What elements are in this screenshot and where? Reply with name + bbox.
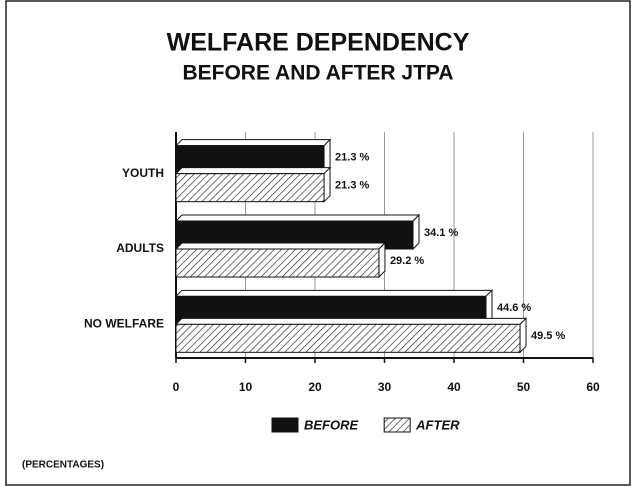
bar-top	[174, 214, 421, 222]
bar-side	[323, 166, 331, 203]
x-tick-label: 30	[378, 380, 392, 394]
legend-label: AFTER	[415, 417, 460, 432]
value-label: 44.6 %	[497, 302, 531, 314]
bar-side	[519, 317, 527, 354]
value-label: 21.3 %	[335, 152, 369, 164]
bar-side	[378, 241, 386, 279]
x-tick-label: 10	[239, 380, 253, 394]
value-label: 21.3 %	[335, 180, 369, 192]
frame	[5, 0, 631, 486]
legend-swatch	[271, 417, 299, 433]
x-tick-label: 0	[173, 380, 180, 394]
y-tick-label: NO WELFARE	[84, 317, 164, 331]
bar-top	[174, 289, 494, 297]
y-tick-label: ADULTS	[116, 241, 164, 255]
bar	[175, 173, 325, 203]
bar-top	[174, 139, 332, 147]
value-label: 49.5 %	[531, 330, 565, 342]
legend-swatch	[383, 417, 411, 433]
x-tick-label: 60	[586, 380, 600, 394]
value-label: 34.1 %	[424, 227, 458, 239]
bar	[175, 248, 380, 278]
value-label: 29.2 %	[390, 255, 424, 267]
bar-side	[412, 213, 420, 251]
y-tick-label: YOUTH	[122, 166, 164, 180]
x-tick-label: 40	[447, 380, 461, 394]
footnote: (PERCENTAGES)	[22, 460, 104, 471]
x-tick-label: 50	[517, 380, 531, 394]
bar-top	[174, 242, 387, 250]
bar-top	[174, 167, 332, 175]
chart-title: WELFARE DEPENDENCY	[167, 29, 470, 57]
bar	[175, 323, 521, 353]
chart-subtitle: BEFORE AND AFTER JTPA	[182, 62, 453, 85]
bar-top	[174, 317, 528, 325]
x-tick-label: 20	[308, 380, 322, 394]
legend-label: BEFORE	[304, 417, 359, 432]
